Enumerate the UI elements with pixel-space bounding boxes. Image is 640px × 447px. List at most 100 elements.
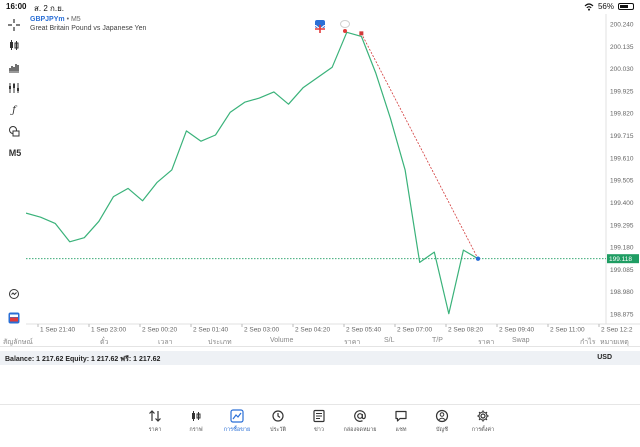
jpy-flag-icon (340, 20, 350, 33)
column-header: สัญลักษณ์ (3, 339, 33, 346)
tab-label: ประวัติ (269, 427, 287, 433)
tab-gear[interactable]: การตั้งค่า (463, 409, 503, 434)
status-date: ส. 2 ก.ย. (34, 4, 64, 13)
time-tick-label: 2 Sep 05:40 (346, 327, 381, 333)
chart-type-icon[interactable] (6, 37, 22, 53)
tab-trade-chart[interactable]: การซื้อขาย (217, 409, 257, 434)
tab-label: การซื้อขาย (223, 427, 251, 433)
candles-icon (192, 411, 201, 421)
price-tick-label: 200.030 (610, 66, 634, 73)
symbol-title: GBPJPYm • M5 (30, 16, 81, 23)
trendline-end-handle (475, 256, 481, 261)
current-price-badge (607, 254, 639, 264)
symbol-description: Great Britain Pound vs Japanese Yen (30, 25, 147, 32)
price-tick-label: 199.085 (610, 267, 634, 274)
price-tick-label: 199.610 (610, 155, 634, 162)
price-tick-label: 199.925 (610, 88, 634, 95)
trendline (360, 33, 479, 259)
time-tick-label: 2 Sep 09:40 (499, 327, 534, 333)
time-tick-label: 2 Sep 03:00 (244, 327, 279, 333)
zoom-icon[interactable] (6, 286, 22, 302)
column-header: เวลา (158, 339, 173, 346)
time-tick-label: 1 Sep 23:00 (91, 327, 126, 333)
price-tick-label: 199.180 (610, 245, 634, 252)
time-tick-label: 2 Sep 12:2 (601, 327, 633, 333)
objects-icon[interactable] (6, 80, 22, 96)
time-tick-label: 2 Sep 00:20 (142, 327, 177, 333)
shapes-icon[interactable] (6, 123, 22, 139)
news-icon (313, 409, 325, 423)
time-tick-label: 2 Sep 07:00 (397, 327, 432, 333)
column-header: ประเภท (208, 339, 232, 346)
current-price-label: 199.118 (609, 256, 632, 263)
tab-label: บัญชี (436, 427, 448, 433)
time-tick-label: 1 Sep 21:40 (40, 327, 75, 333)
account-icon (435, 409, 449, 423)
currency-label: USD (597, 354, 612, 361)
tab-news[interactable]: ข่าว (299, 409, 339, 434)
price-tick-label: 200.240 (610, 22, 634, 29)
battery-percent: 56% (597, 2, 614, 11)
timeframe-button[interactable]: M5 (8, 148, 22, 158)
price-tick-label: 199.820 (610, 111, 634, 118)
tab-label: ข่าว (314, 427, 324, 433)
tab-account[interactable]: บัญชี (422, 409, 462, 434)
column-header: ตั๋ว (100, 339, 109, 346)
price-line-series (26, 31, 479, 315)
status-right: 56% (584, 2, 634, 11)
column-header: ราคา (344, 339, 361, 346)
tab-at[interactable]: กล่องจดหมาย (340, 409, 380, 434)
column-header: S/L (384, 337, 395, 344)
column-header: ราคา (478, 339, 495, 346)
indicators-icon[interactable] (6, 59, 22, 75)
symbol-name: GBPJPYm (30, 16, 65, 23)
trade-chart-icon (230, 409, 244, 423)
time-tick-label: 2 Sep 01:40 (193, 327, 228, 333)
price-tick-label: 198.980 (610, 289, 634, 296)
price-tick-label: 199.505 (610, 178, 634, 185)
price-tick-label: 199.715 (610, 133, 634, 140)
tab-label: กราฟ (189, 427, 203, 433)
tab-label: ราคา (148, 427, 162, 433)
symbol-timeframe: • M5 (66, 16, 81, 23)
trendline-start-handle (359, 31, 364, 36)
price-chart[interactable]: 200.240 200.135 200.030 199.925 199.820 199.7… (26, 14, 640, 332)
time-tick-label: 2 Sep 08:20 (448, 327, 483, 333)
tab-history[interactable]: ประวัติ (258, 409, 298, 434)
at-icon (354, 410, 366, 422)
function-icon[interactable]: ƒ (12, 104, 16, 116)
column-header: T/P (432, 337, 443, 344)
column-header: Volume (270, 337, 294, 344)
column-header: กำไร (580, 339, 596, 346)
arrows-updown-icon (149, 410, 161, 422)
tab-label: กล่องจดหมาย (343, 427, 377, 433)
tab-candles[interactable]: กราฟ (176, 409, 216, 434)
price-tick-label: 198.875 (610, 312, 634, 319)
chart-toolbar: ƒ M5 (0, 14, 28, 334)
crosshair-icon[interactable] (6, 17, 22, 33)
bottom-tab-bar: ราคา กราฟ การซื้อขาย ประวัติ ข่าว กล่องจดหมาย… (0, 404, 640, 447)
gear-icon (477, 410, 489, 422)
chart-canvas[interactable]: 200.240 200.135 200.030 199.925 199.820 199.7… (26, 14, 640, 332)
column-header: หมายเหตุ (600, 339, 629, 346)
battery-icon (618, 3, 634, 10)
wifi-icon (584, 2, 594, 11)
price-tick-label: 200.135 (610, 44, 634, 51)
time-tick-label: 2 Sep 11:00 (550, 327, 585, 333)
column-header: Swap (512, 337, 530, 344)
tab-label: การตั้งค่า (471, 427, 495, 433)
tab-label: แชท (395, 427, 407, 433)
balance-text: Balance: 1 217.62 Equity: 1 217.62 ฟรี: … (5, 356, 161, 363)
account-balance-bar: Balance: 1 217.62 Equity: 1 217.62 ฟรี: … (0, 351, 640, 365)
history-icon (272, 410, 284, 422)
gbp-flag-icon (314, 20, 326, 34)
status-time: 16:00 (6, 2, 27, 11)
one-click-trading-icon[interactable] (6, 310, 22, 326)
price-tick-label: 199.400 (610, 200, 634, 207)
status-bar: 16:00 ส. 2 ก.ย. 56% (0, 0, 640, 14)
tab-arrows-updown[interactable]: ราคา (135, 409, 175, 434)
positions-header: สัญลักษณ์ ตั๋ว เวลา ประเภท Volume ราคา S/L T/P ร… (0, 335, 640, 347)
price-tick-label: 199.295 (610, 222, 634, 229)
chat-icon (395, 410, 407, 422)
tab-chat[interactable]: แชท (381, 409, 421, 434)
